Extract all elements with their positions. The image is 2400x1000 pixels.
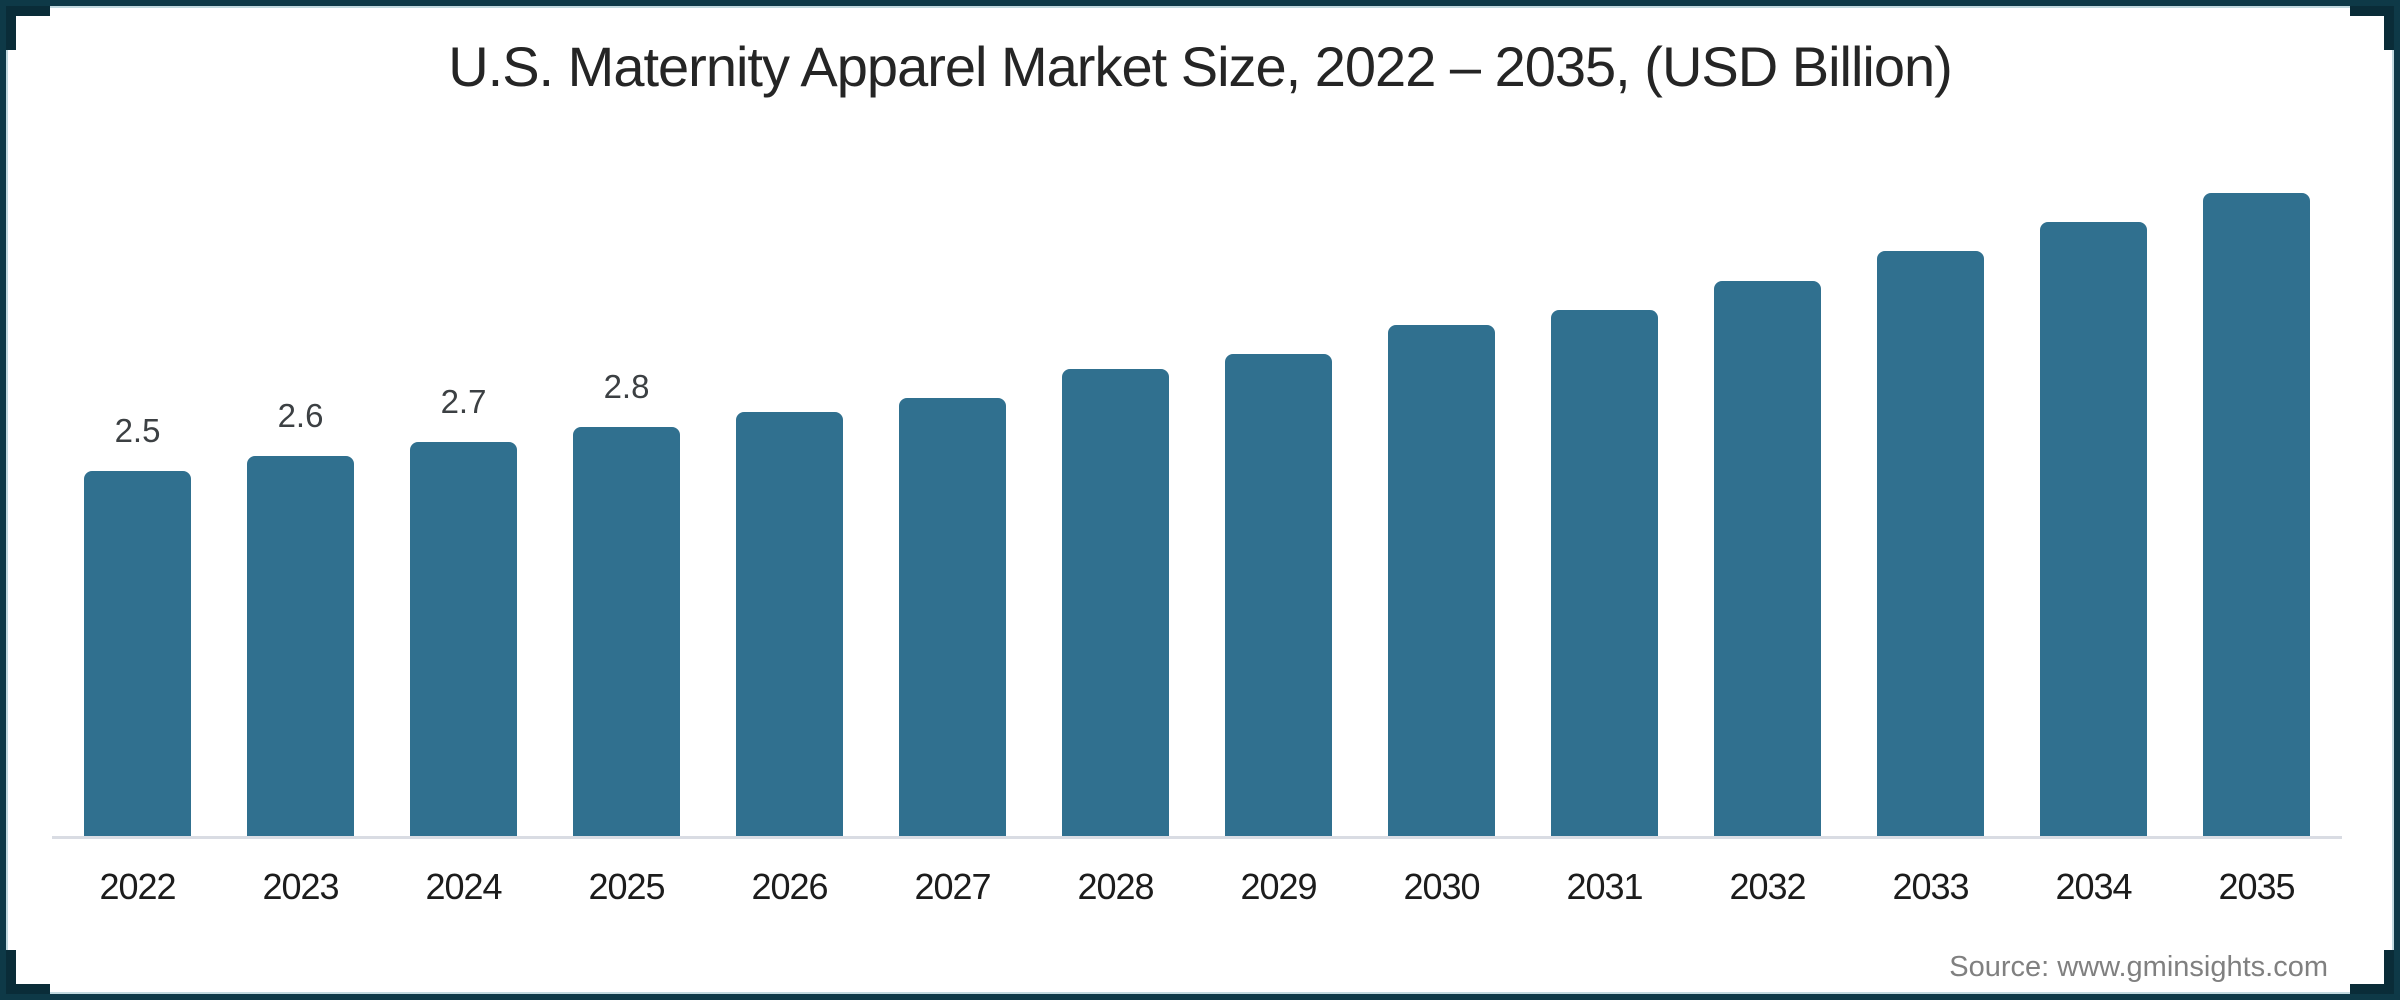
bar-column-2033: [1877, 251, 1984, 837]
frame-corner-accent: [6, 6, 50, 16]
bar-column-2034: [2040, 222, 2147, 837]
frame-corner-accent: [6, 984, 50, 994]
bar-column-2024: 2.7: [410, 385, 517, 837]
bar-column-2030: [1388, 325, 1495, 837]
bar-2023: [247, 456, 354, 837]
bar-value-label-2023: 2.6: [277, 397, 324, 434]
bar-column-2029: [1225, 354, 1332, 837]
x-axis-label-2032: 2032: [1729, 866, 1806, 907]
bar-column-2027: [899, 398, 1006, 837]
bar-2030: [1388, 325, 1495, 837]
x-axis-label-2033: 2033: [1892, 866, 1969, 907]
bar-column-2032: [1714, 281, 1821, 837]
frame-corner-accent: [2350, 984, 2394, 994]
bar-2024: [410, 442, 517, 837]
x-axis-label-2034: 2034: [2055, 866, 2132, 907]
frame-corner-accent: [2384, 950, 2394, 994]
bar-2034: [2040, 222, 2147, 837]
bar-2027: [899, 398, 1006, 837]
bar-2022: [84, 471, 191, 837]
bar-2029: [1225, 354, 1332, 837]
x-axis-label-2023: 2023: [262, 866, 339, 907]
x-axis-label-2031: 2031: [1566, 866, 1643, 907]
bar-column-2025: 2.8: [573, 370, 680, 837]
bar-value-label-2024: 2.7: [440, 383, 487, 420]
frame-corner-accent: [6, 950, 16, 994]
x-axis-baseline: [52, 836, 2342, 839]
frame-corner-accent: [2384, 6, 2394, 50]
bar-column-2028: [1062, 369, 1169, 837]
bar-2035: [2203, 193, 2310, 837]
bar-value-label-2025: 2.8: [603, 368, 650, 405]
bar-value-label-2022: 2.5: [114, 412, 161, 449]
x-axis-labels-row: 2022 2023 2024 2025 2026 2027 2028 2029 2030 2031…: [84, 866, 2310, 908]
bar-column-2031: [1551, 310, 1658, 837]
bar-2025: [573, 427, 680, 837]
x-axis-label-2025: 2025: [588, 866, 665, 907]
bar-column-2022: 2.5: [84, 414, 191, 837]
frame-corner-accent: [2350, 6, 2394, 16]
x-axis-label-2028: 2028: [1077, 866, 1154, 907]
chart-title: U.S. Maternity Apparel Market Size, 2022…: [448, 35, 1953, 98]
x-axis-label-2035: 2035: [2218, 866, 2295, 907]
bar-column-2035: [2203, 193, 2310, 837]
x-axis-label-2026: 2026: [751, 866, 828, 907]
x-axis-label-2029: 2029: [1240, 866, 1317, 907]
bar-column-2023: 2.6: [247, 399, 354, 837]
bar-plot-area: 2.5 2.6 2.7 2.8: [84, 150, 2310, 837]
bar-2028: [1062, 369, 1169, 837]
x-axis-label-2030: 2030: [1403, 866, 1480, 907]
frame-corner-accent: [6, 6, 16, 50]
source-attribution: Source: www.gminsights.com: [1949, 951, 2328, 983]
bar-2033: [1877, 251, 1984, 837]
bar-2032: [1714, 281, 1821, 837]
x-axis-label-2027: 2027: [914, 866, 991, 907]
x-axis-label-2022: 2022: [99, 866, 176, 907]
bar-2026: [736, 412, 843, 837]
x-axis-label-2024: 2024: [425, 866, 502, 907]
bar-column-2026: [736, 412, 843, 837]
bar-2031: [1551, 310, 1658, 837]
